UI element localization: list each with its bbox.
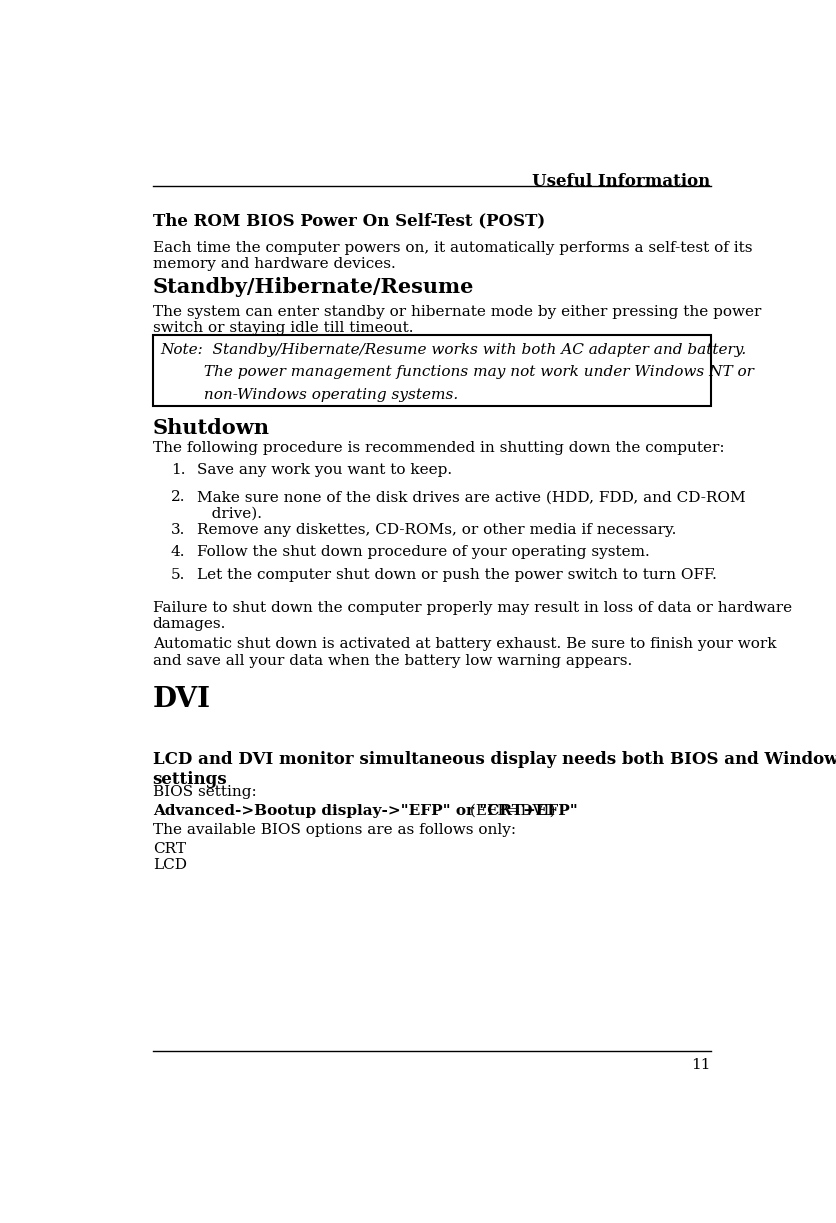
Text: Failure to shut down the computer properly may result in loss of data or hardwar: Failure to shut down the computer proper…	[152, 600, 791, 631]
Text: non-Windows operating systems.: non-Windows operating systems.	[161, 388, 458, 402]
Text: 3.: 3.	[171, 522, 185, 537]
Text: Shutdown: Shutdown	[152, 418, 269, 438]
Text: 5.: 5.	[171, 567, 185, 582]
Text: Each time the computer powers on, it automatically performs a self-test of its
m: Each time the computer powers on, it aut…	[152, 241, 752, 272]
FancyBboxPatch shape	[152, 335, 710, 406]
Text: Standby/Hibernate/Resume: Standby/Hibernate/Resume	[152, 276, 473, 297]
Text: LCD: LCD	[152, 857, 186, 872]
Text: (EFP=DVI): (EFP=DVI)	[465, 804, 555, 818]
Text: 11: 11	[691, 1058, 710, 1073]
Text: The power management functions may not work under Windows NT or: The power management functions may not w…	[161, 366, 753, 379]
Text: 2.: 2.	[171, 490, 185, 504]
Text: CRT: CRT	[152, 841, 186, 856]
Text: Automatic shut down is activated at battery exhaust. Be sure to finish your work: Automatic shut down is activated at batt…	[152, 637, 775, 668]
Text: The ROM BIOS Power On Self-Test (POST): The ROM BIOS Power On Self-Test (POST)	[152, 213, 544, 230]
Text: DVI: DVI	[152, 686, 211, 713]
Text: The following procedure is recommended in shutting down the computer:: The following procedure is recommended i…	[152, 440, 723, 455]
Text: Save any work you want to keep.: Save any work you want to keep.	[196, 464, 451, 477]
Text: The available BIOS options are as follows only:: The available BIOS options are as follow…	[152, 823, 515, 837]
Text: The system can enter standby or hibernate mode by either pressing the power
swit: The system can enter standby or hibernat…	[152, 305, 760, 335]
Text: Follow the shut down procedure of your operating system.: Follow the shut down procedure of your o…	[196, 545, 649, 559]
Text: 4.: 4.	[171, 545, 185, 559]
Text: Make sure none of the disk drives are active (HDD, FDD, and CD-ROM
   drive).: Make sure none of the disk drives are ac…	[196, 490, 745, 521]
Text: BIOS setting:: BIOS setting:	[152, 785, 256, 800]
Text: Advanced->Bootup display->"EFP" or "CRT+EFP": Advanced->Bootup display->"EFP" or "CRT+…	[152, 804, 577, 818]
Text: Let the computer shut down or push the power switch to turn OFF.: Let the computer shut down or push the p…	[196, 567, 716, 582]
Text: LCD and DVI monitor simultaneous display needs both BIOS and Windows
settings: LCD and DVI monitor simultaneous display…	[152, 751, 836, 788]
Text: 1.: 1.	[171, 464, 185, 477]
Text: Remove any diskettes, CD-ROMs, or other media if necessary.: Remove any diskettes, CD-ROMs, or other …	[196, 522, 675, 537]
Text: Useful Information: Useful Information	[532, 174, 710, 190]
Text: Note:  Standby/Hibernate/Resume works with both AC adapter and battery.: Note: Standby/Hibernate/Resume works wit…	[161, 342, 746, 357]
